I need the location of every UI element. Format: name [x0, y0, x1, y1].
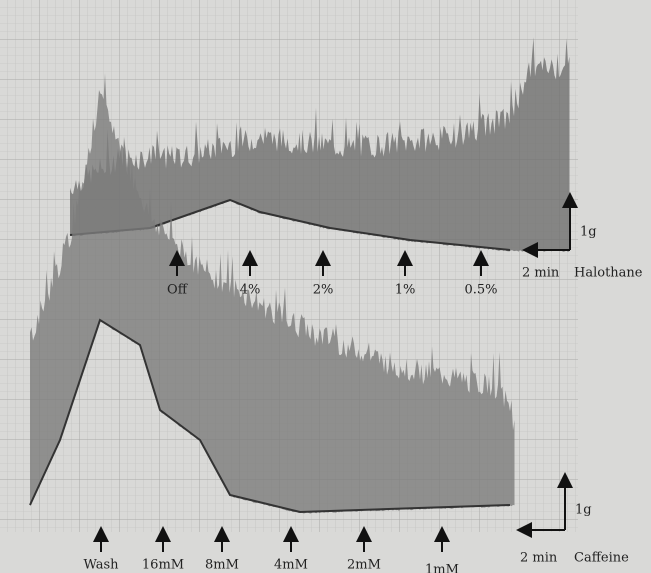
scale-force-label: 1g	[580, 225, 597, 240]
marker-label: 4mM	[274, 558, 308, 573]
trace-baseline	[29, 318, 511, 514]
marker-label: 1mM	[425, 563, 459, 573]
markers: Off 4% 2% 1% 0.5% Wash 16mM 8mM 4mM 2mM 1mM	[83, 250, 498, 573]
marker-label: 4%	[240, 283, 261, 298]
marker-label: 0.5%	[464, 283, 497, 298]
traces	[29, 37, 570, 514]
marker-label: Off	[167, 283, 189, 298]
trace-name: Caffeine	[574, 551, 629, 566]
trace-band	[30, 73, 515, 514]
scale-time-label: 2 min	[520, 551, 558, 566]
scale-time-label: 2 min	[522, 266, 560, 281]
marker-label: 2%	[313, 283, 334, 298]
marker-label: 2mM	[347, 558, 381, 573]
scale-force-label: 1g	[575, 503, 592, 518]
trace-name: Halothane	[574, 266, 643, 281]
marker-label: 16mM	[142, 558, 184, 573]
trace-band	[70, 37, 570, 253]
marker-label: 1%	[395, 283, 416, 298]
marker-label: Wash	[83, 558, 119, 573]
marker-label: 8mM	[205, 558, 239, 573]
